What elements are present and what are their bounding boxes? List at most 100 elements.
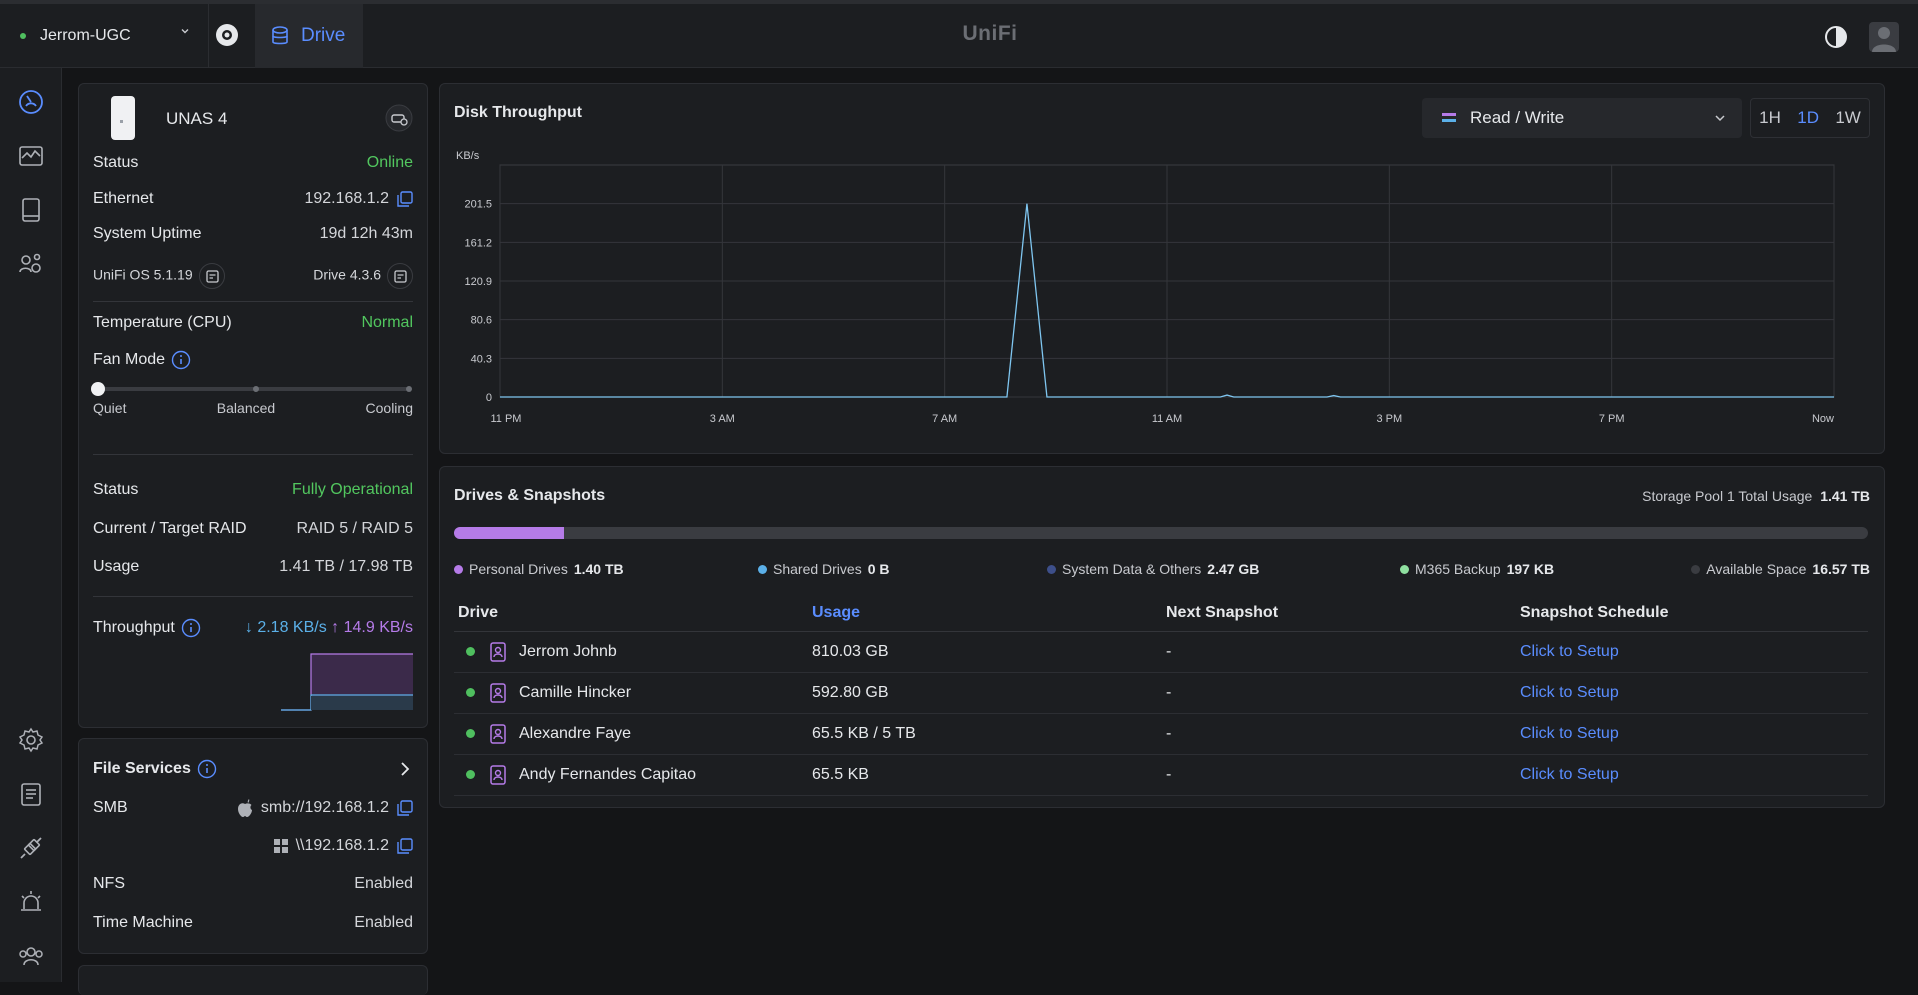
table-row[interactable]: Camille Hincker 592.80 GB - Click to Setup — [454, 672, 1868, 714]
user-avatar[interactable] — [1869, 22, 1899, 52]
table-row[interactable]: Alexandre Faye 65.5 KB / 5 TB - Click to Se… — [454, 713, 1868, 755]
setup-snapshot-link[interactable]: Click to Setup — [1520, 683, 1619, 701]
temperature-value: Normal — [361, 314, 413, 331]
personal-drive-icon — [490, 723, 506, 744]
legend-item: System Data & Others 2.47 GB — [1047, 561, 1259, 577]
site-selector[interactable]: Jerrom-UGC — [20, 4, 190, 68]
release-notes-button[interactable] — [198, 263, 225, 289]
tab-drive[interactable]: Drive — [255, 4, 363, 68]
dashboard-icon[interactable] — [17, 88, 45, 116]
copy-icon[interactable] — [397, 838, 413, 854]
uptime-value: 19d 12h 43m — [319, 225, 413, 242]
raid-status-value: Fully Operational — [292, 481, 413, 498]
slider-handle[interactable] — [91, 382, 105, 396]
legend-item: M365 Backup 197 KB — [1400, 561, 1554, 577]
status-value: Online — [366, 154, 413, 171]
drive-name[interactable]: Alexandre Faye — [519, 724, 632, 742]
activity-icon[interactable] — [17, 142, 45, 170]
y-tick-label: 161.2 — [464, 237, 492, 249]
chevron-right-icon[interactable] — [397, 761, 413, 777]
range-1w[interactable]: 1W — [1835, 108, 1861, 127]
x-tick-label: 3 AM — [710, 413, 735, 425]
drive-name[interactable]: Camille Hincker — [519, 683, 632, 701]
users-icon[interactable] — [17, 942, 45, 970]
drive-cell: Alexandre Faye — [454, 713, 808, 755]
divider — [93, 454, 413, 455]
setup-snapshot-link[interactable]: Click to Setup — [1520, 765, 1619, 783]
legend-value: 2.47 GB — [1207, 561, 1260, 577]
y-tick-label: 80.6 — [471, 315, 492, 327]
slider-stop — [253, 386, 259, 392]
x-tick-label: 7 AM — [932, 413, 957, 425]
legend-label: M365 Backup — [1415, 561, 1501, 577]
file-services-title: File Services — [93, 760, 191, 778]
drive-next-snapshot: - — [1162, 754, 1516, 796]
os-version: UniFi OS 5.1.19 — [93, 266, 193, 283]
legend-dot — [1691, 564, 1701, 574]
integrations-icon[interactable] — [17, 834, 45, 862]
throughput-up: ↑ 14.9 KB/s — [331, 619, 413, 636]
usage-value: 1.41 TB / 17.98 TB — [279, 558, 413, 575]
drive-usage: 65.5 KB — [808, 754, 1162, 796]
settings-icon[interactable] — [17, 726, 45, 754]
read-write-select[interactable]: Read / Write — [1422, 98, 1742, 138]
chevron-down-icon — [1715, 115, 1725, 122]
usage-label: Usage — [93, 558, 140, 575]
release-notes-button[interactable] — [387, 263, 413, 289]
windows-icon — [273, 838, 288, 853]
column-next-snapshot[interactable]: Next Snapshot — [1162, 595, 1516, 632]
drive-next-snapshot: - — [1162, 713, 1516, 755]
status-label: Status — [93, 154, 139, 171]
logs-icon[interactable] — [17, 780, 45, 808]
column-usage[interactable]: Usage — [808, 595, 1162, 632]
legend-label: Available Space — [1706, 561, 1807, 577]
fan-mode-slider[interactable] — [91, 382, 412, 396]
info-icon[interactable] — [171, 350, 191, 370]
network-app-icon[interactable] — [214, 22, 240, 48]
time-machine-value: Enabled — [354, 914, 413, 931]
fan-mode-label: Fan Mode — [93, 351, 166, 368]
x-tick-label: 3 PM — [1376, 413, 1402, 425]
throughput-chart: 201.5 161.2 120.9 80.6 40.3 0 11 PM 3 AM 7 AM 11… — [456, 150, 1835, 425]
drive-version: Drive 4.3.6 — [313, 266, 381, 283]
alarm-icon[interactable] — [17, 888, 45, 916]
copy-icon[interactable] — [397, 191, 413, 207]
nas-device-icon — [111, 96, 135, 140]
database-icon — [272, 26, 288, 45]
table-row[interactable]: Jerrom Johnb 810.03 GB - Click to Setup — [454, 631, 1868, 673]
column-snapshot-schedule[interactable]: Snapshot Schedule — [1516, 595, 1868, 632]
device-name: UNAS 4 — [166, 109, 228, 128]
personal-drive-icon — [490, 764, 506, 785]
legend-label: System Data & Others — [1062, 561, 1202, 577]
legend-value: 0 B — [867, 561, 890, 577]
fan-option-quiet[interactable]: Quiet — [93, 400, 127, 416]
storage-icon[interactable] — [17, 196, 45, 224]
shared-drives-icon[interactable] — [17, 250, 45, 278]
info-icon[interactable] — [197, 759, 217, 779]
personal-drive-icon — [490, 682, 506, 703]
drive-usage: 65.5 KB / 5 TB — [808, 713, 1162, 755]
unifi-logo: UniFi — [962, 22, 1018, 45]
drive-cell: Andy Fernandes Capitao — [454, 754, 808, 796]
fan-option-cooling[interactable]: Cooling — [365, 400, 413, 416]
copy-icon[interactable] — [397, 800, 413, 816]
site-status-dot — [20, 33, 26, 39]
range-1h[interactable]: 1H — [1759, 108, 1781, 127]
setup-snapshot-link[interactable]: Click to Setup — [1520, 724, 1619, 742]
info-icon[interactable] — [181, 618, 201, 638]
theme-toggle-icon[interactable] — [1823, 24, 1849, 50]
device-settings-icon[interactable] — [385, 104, 413, 132]
nfs-label: NFS — [93, 875, 125, 892]
ethernet-label: Ethernet — [93, 190, 154, 207]
column-drive[interactable]: Drive — [454, 595, 808, 632]
legend-value: 1.40 TB — [573, 561, 624, 577]
table-row[interactable]: Andy Fernandes Capitao 65.5 KB - Click to S… — [454, 754, 1868, 796]
drive-name[interactable]: Jerrom Johnb — [519, 642, 617, 660]
fan-option-balanced[interactable]: Balanced — [216, 400, 276, 416]
drive-name[interactable]: Andy Fernandes Capitao — [519, 765, 696, 783]
apple-icon — [237, 799, 252, 817]
drive-status-dot — [466, 688, 475, 697]
setup-snapshot-link[interactable]: Click to Setup — [1520, 642, 1619, 660]
range-1d[interactable]: 1D — [1797, 108, 1819, 127]
x-tick-label: 7 PM — [1599, 413, 1625, 425]
